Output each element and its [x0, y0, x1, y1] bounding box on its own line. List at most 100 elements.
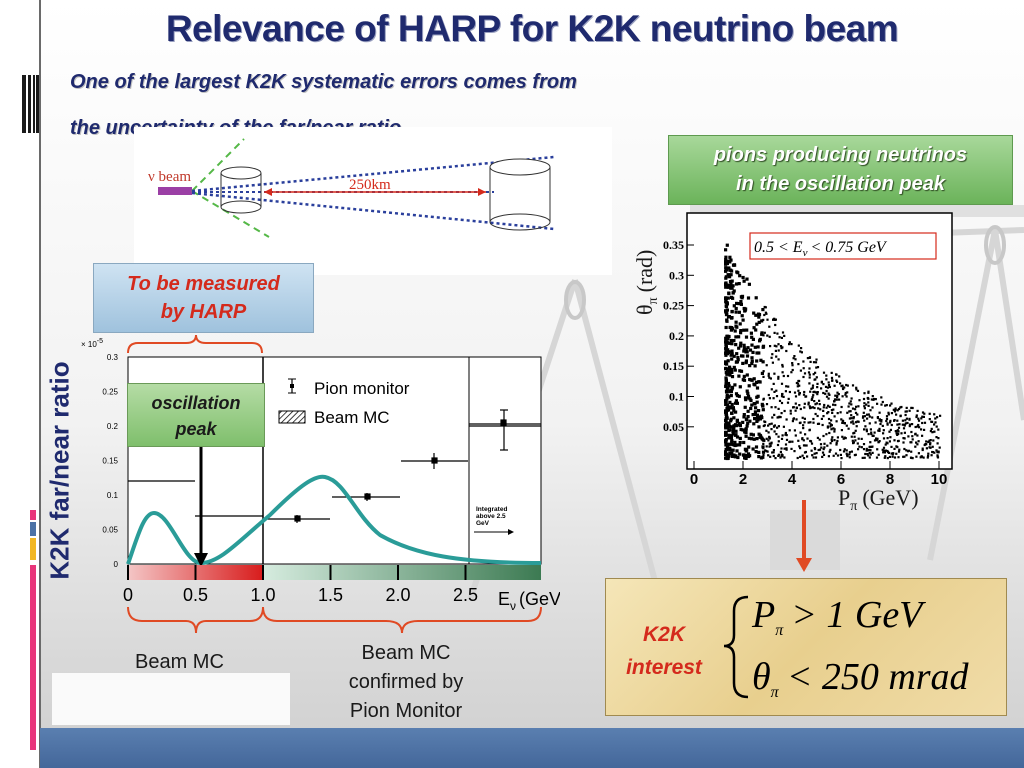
scatter-point [778, 336, 781, 339]
scatter-point [744, 418, 748, 422]
scatter-point [853, 454, 856, 457]
scatter-point [726, 348, 730, 352]
scatter-point [919, 456, 922, 459]
scatter-point [725, 425, 729, 429]
scatter-point [862, 411, 865, 414]
osc-callout-line-2: peak [175, 419, 217, 439]
scatter-point [741, 275, 745, 280]
scatter-point [793, 391, 797, 394]
scatter-point [858, 399, 861, 402]
scatter-point [779, 456, 782, 459]
scatter-point [863, 402, 866, 405]
scatter-point [770, 406, 773, 409]
scatter-point [731, 429, 735, 433]
scatter-point [796, 385, 799, 388]
scatter-point [848, 456, 851, 459]
scatter-point [781, 331, 785, 334]
scatter-point [923, 428, 926, 431]
scatter-point [724, 410, 728, 414]
scatter-point [812, 394, 815, 397]
scatter-point [870, 398, 873, 401]
scatter-point [855, 425, 858, 428]
scatter-point [780, 336, 783, 339]
scatter-point [906, 421, 909, 425]
scatter-point [770, 422, 773, 425]
scatter-point [732, 339, 736, 343]
scatter-point [780, 447, 783, 450]
scatter-point [844, 391, 847, 395]
beam-label: ν beam [148, 169, 191, 185]
scatter-point [728, 400, 732, 404]
scatter-point [729, 328, 733, 332]
scatter-point [733, 329, 737, 333]
scatter-point [863, 392, 866, 395]
scatter-point [810, 449, 813, 452]
scatter-point [811, 454, 814, 457]
scatter-point [725, 302, 729, 306]
scatter-point [774, 323, 777, 327]
scatter-point [904, 419, 907, 422]
scatter-point [730, 411, 734, 415]
scatter-point [811, 406, 814, 409]
scatter-point [917, 417, 920, 420]
scatter-point [724, 275, 728, 279]
scatter-point [812, 361, 816, 364]
scatter-point [731, 296, 735, 300]
scatter-point [724, 343, 728, 347]
scatter-point [744, 335, 749, 339]
scatter-point [768, 436, 771, 439]
scatter-point [724, 360, 728, 364]
scatter-point [756, 345, 760, 349]
scatter-point [897, 430, 900, 433]
scatter-point [935, 449, 938, 452]
svg-text:× 10-5: × 10-5 [81, 338, 103, 349]
scatter-point [917, 423, 920, 427]
scatter-point [754, 313, 758, 317]
scatter-point [870, 432, 873, 436]
scatter-point [867, 390, 870, 393]
scatter-point [820, 387, 823, 390]
scatter-point [773, 390, 776, 393]
scatter-point [724, 419, 728, 423]
scatter-point [838, 375, 841, 378]
scatter-point [774, 349, 777, 352]
scatter-point [937, 451, 940, 454]
scatter-point [777, 435, 780, 438]
scatter-point [887, 413, 890, 416]
scatter-point [755, 400, 759, 404]
scatter-point [808, 405, 811, 408]
scatter-point [817, 407, 820, 410]
scatter-point [764, 306, 767, 309]
scatter-point [738, 322, 742, 326]
scatter-point [724, 345, 728, 349]
scatter-point [908, 418, 911, 421]
scatter-point [777, 425, 780, 428]
scatter-point [833, 384, 836, 387]
footer-band [40, 728, 1024, 768]
scatter-point [902, 455, 905, 458]
scatter-point [933, 430, 936, 433]
scatter-point [771, 353, 774, 356]
interest-label-line-2: interest [626, 656, 703, 679]
scatter-point [737, 374, 741, 378]
scatter-point [729, 436, 733, 440]
scatter-point [840, 418, 843, 421]
scatter-point [868, 448, 871, 451]
scatter-point [802, 360, 805, 363]
ratio-y-tick-label: 0.2 [107, 422, 119, 431]
pions-callout-line-2: in the oscillation peak [736, 173, 945, 195]
scatter-point [893, 439, 896, 442]
scatter-point [757, 320, 761, 324]
scatter-point [910, 430, 913, 434]
scatter-point [757, 425, 761, 429]
scatter-point [865, 449, 868, 452]
scatter-point [908, 423, 912, 426]
down-arrow-icon [796, 500, 812, 572]
scatter-point [846, 411, 849, 414]
scatter-point [724, 456, 728, 460]
scatter-point [848, 451, 851, 454]
scatter-point [730, 370, 734, 374]
scatter-point [839, 411, 842, 414]
scatter-point [760, 416, 764, 420]
scatter-point [889, 419, 892, 422]
